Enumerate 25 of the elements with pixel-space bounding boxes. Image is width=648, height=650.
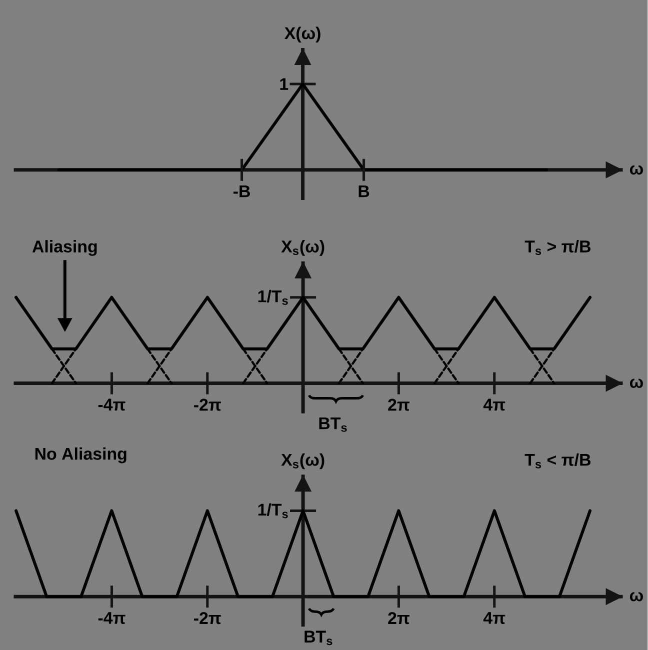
- x-tick-label: 4π: [484, 612, 506, 624]
- chart-title: No Aliasing: [36, 447, 126, 464]
- x-tick-label: -2π: [194, 612, 222, 624]
- annotation: 1/T$_{s}$: [258, 503, 288, 518]
- annotation: BT$_{s}$: [304, 630, 332, 646]
- x-tick-label: 4π: [484, 398, 506, 411]
- x-tick-label: -2π: [194, 398, 222, 411]
- annotation: 1: [280, 78, 288, 90]
- y-axis-title: X(ω): [284, 26, 320, 42]
- text: Aliasing: [32, 240, 97, 256]
- chart-subtitle: T$_{s}$ < π/B: [524, 453, 591, 468]
- x-tick-label: -4π: [98, 398, 126, 411]
- x-tick-label: B: [358, 185, 370, 198]
- x-tick-label: 2π: [388, 398, 410, 411]
- x-axis-title: ω: [630, 378, 644, 388]
- x-axis-title: ω: [630, 592, 644, 602]
- x-tick-label: -4π: [98, 612, 126, 624]
- y-axis-title: X$_{s}$(ω): [281, 453, 324, 470]
- annotation: 1/T$_{s}$: [258, 290, 288, 305]
- annotation: BT$_{s}$: [319, 417, 347, 432]
- chart-subtitle: T$_{s}$ > π/B: [524, 240, 591, 256]
- x-tick-label: 2π: [388, 612, 410, 624]
- x-tick-label: -B: [234, 185, 250, 198]
- x-axis-title: ω: [630, 165, 644, 175]
- y-axis-title: X$_{s}$(ω): [281, 240, 324, 256]
